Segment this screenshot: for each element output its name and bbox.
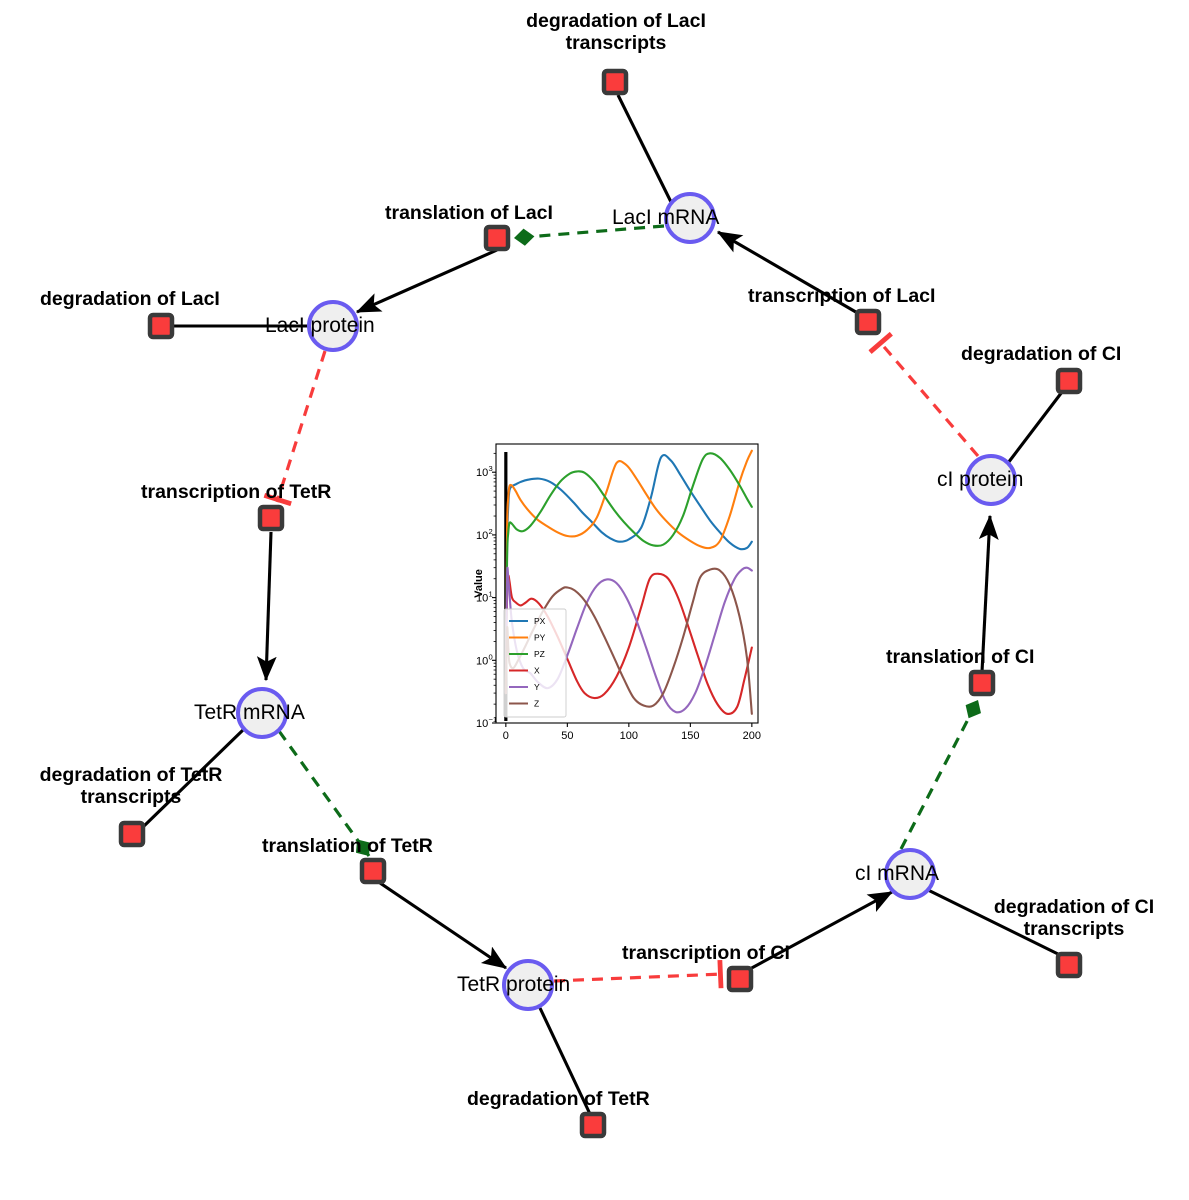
reaction-label-translation-tetr: translation of TetR xyxy=(262,835,433,857)
y-axis-title: Value xyxy=(474,569,485,598)
reaction-label-deg-tetr-transcripts: degradation of TetR transcripts xyxy=(39,764,223,809)
y-tick-label: 10 xyxy=(476,593,488,605)
reaction-label-deg-laci: degradation of LacI xyxy=(40,288,220,310)
edge-group-catalysis xyxy=(277,224,981,857)
species-node-ci-protein[interactable] xyxy=(965,454,1017,506)
legend-label-PX: PX xyxy=(534,616,546,626)
legend-box[interactable] xyxy=(503,608,567,718)
reaction-node-transcription-ci[interactable] xyxy=(726,965,754,993)
legend-label-X: X xyxy=(534,666,540,676)
reaction-node-deg-laci-transcripts[interactable] xyxy=(601,68,629,96)
series-line-PX xyxy=(504,454,753,695)
edge-translationlaci-to-laciprotein xyxy=(355,248,498,314)
reaction-node-transcription-laci[interactable] xyxy=(854,308,882,336)
y-tick-exponent: 2 xyxy=(489,527,493,536)
reaction-label-transcription-tetr: transcription of TetR xyxy=(141,481,332,503)
reaction-node-translation-tetr[interactable] xyxy=(359,857,387,885)
x-tick-label: 200 xyxy=(743,730,761,742)
x-tick-label: 0 xyxy=(503,730,509,742)
legend-label-PY: PY xyxy=(534,633,546,643)
species-node-ci-mrna[interactable] xyxy=(884,848,936,900)
reaction-label-deg-tetr: degradation of TetR xyxy=(467,1088,650,1110)
x-tick-label: 150 xyxy=(681,730,699,742)
legend-label-Y: Y xyxy=(534,682,540,692)
legend-label-Z: Z xyxy=(534,699,539,709)
species-node-group[interactable] xyxy=(236,192,1017,1011)
edge-tetrprotein-to-degtetr xyxy=(538,1007,592,1115)
reaction-node-deg-tetr-transcripts[interactable] xyxy=(118,820,146,848)
y-tick-label: 10 xyxy=(476,530,488,542)
reaction-node-deg-laci[interactable] xyxy=(147,312,175,340)
edge-group-inhibition xyxy=(263,331,980,989)
reaction-node-group[interactable] xyxy=(118,68,1083,1139)
species-label-tetr-mrna: TetR mRNA xyxy=(194,701,305,724)
reaction-label-translation-laci: translation of LacI xyxy=(385,202,553,224)
edge-catalysis-lacimrna-translationlaci xyxy=(513,224,665,246)
species-label-ci-protein: cI protein xyxy=(937,468,1024,491)
reaction-node-deg-tetr[interactable] xyxy=(579,1111,607,1139)
x-tick-label: 100 xyxy=(620,730,638,742)
legend-label-PZ: PZ xyxy=(534,649,545,659)
edge-translationtetr-to-tetrprotein xyxy=(379,881,508,970)
x-tick-label: 50 xyxy=(561,730,573,742)
species-label-ci-mrna: cI mRNA xyxy=(855,862,939,885)
reaction-label-transcription-laci: transcription of LacI xyxy=(748,285,936,307)
species-label-laci-mrna: LacI mRNA xyxy=(612,206,720,229)
y-tick-exponent: −1 xyxy=(489,715,498,724)
reaction-node-deg-ci-transcripts[interactable] xyxy=(1055,951,1083,979)
edge-transcriptiontetr-to-tetrmrna xyxy=(256,531,277,682)
y-tick-exponent: 3 xyxy=(489,464,493,473)
species-label-tetr-protein: TetR protein xyxy=(457,973,571,996)
y-tick-label: 10 xyxy=(476,655,488,667)
y-tick-label: 10 xyxy=(476,467,488,479)
edge-inhibition-tetrprotein-transcriptionci xyxy=(553,959,724,989)
edge-inhibition-laciprotein-transcriptiontetr xyxy=(263,350,327,507)
edge-transcriptionci-to-cimrna xyxy=(747,890,894,972)
plot-legend[interactable]: PX PY PZ XYZ xyxy=(503,608,567,718)
edge-inhibition-ciprotein-transcriptionlaci xyxy=(868,331,980,458)
edge-transcriptionlaci-to-lacimrna xyxy=(716,230,862,317)
edge-cimrna-to-degcitranscripts xyxy=(927,888,1061,957)
edge-catalysis-cimrna-translationci xyxy=(899,699,981,850)
y-tick-label: 10 xyxy=(476,718,488,730)
reaction-label-transcription-ci: transcription of CI xyxy=(622,942,790,964)
species-node-tetr-mrna[interactable] xyxy=(236,687,288,739)
reaction-node-transcription-tetr[interactable] xyxy=(257,504,285,532)
reaction-label-deg-laci-transcripts: degradation of LacI transcripts xyxy=(526,10,706,55)
reaction-node-translation-laci[interactable] xyxy=(483,224,511,252)
species-node-laci-protein[interactable] xyxy=(307,300,359,352)
reaction-label-translation-ci: translation of CI xyxy=(886,646,1035,668)
series-line-PZ xyxy=(504,452,753,695)
species-label-laci-protein: LacI protein xyxy=(265,314,375,337)
edge-lacimrna-to-deglacitranscripts xyxy=(616,94,673,203)
reaction-node-translation-ci[interactable] xyxy=(968,669,996,697)
plot-axis-labels: TimeValue xyxy=(474,569,485,598)
species-node-laci-mrna[interactable] xyxy=(664,192,716,244)
series-line-X xyxy=(504,572,753,715)
y-tick-exponent: 0 xyxy=(489,652,493,661)
reaction-node-deg-ci[interactable] xyxy=(1055,367,1083,395)
species-node-tetr-protein[interactable] xyxy=(502,959,554,1011)
edge-ciprotein-to-degci xyxy=(1006,391,1064,464)
edge-translationci-to-ciprotein xyxy=(978,514,999,673)
y-tick-exponent: 1 xyxy=(489,590,493,599)
edge-tetrmrna-to-degtetrtranscripts xyxy=(142,728,245,828)
edge-catalysis-tetrmrna-translationtetr xyxy=(277,730,371,857)
reaction-label-deg-ci: degradation of CI xyxy=(961,343,1122,365)
reaction-label-deg-ci-transcripts: degradation of CI transcripts xyxy=(993,896,1155,941)
edge-group-consumption xyxy=(142,94,1064,1115)
